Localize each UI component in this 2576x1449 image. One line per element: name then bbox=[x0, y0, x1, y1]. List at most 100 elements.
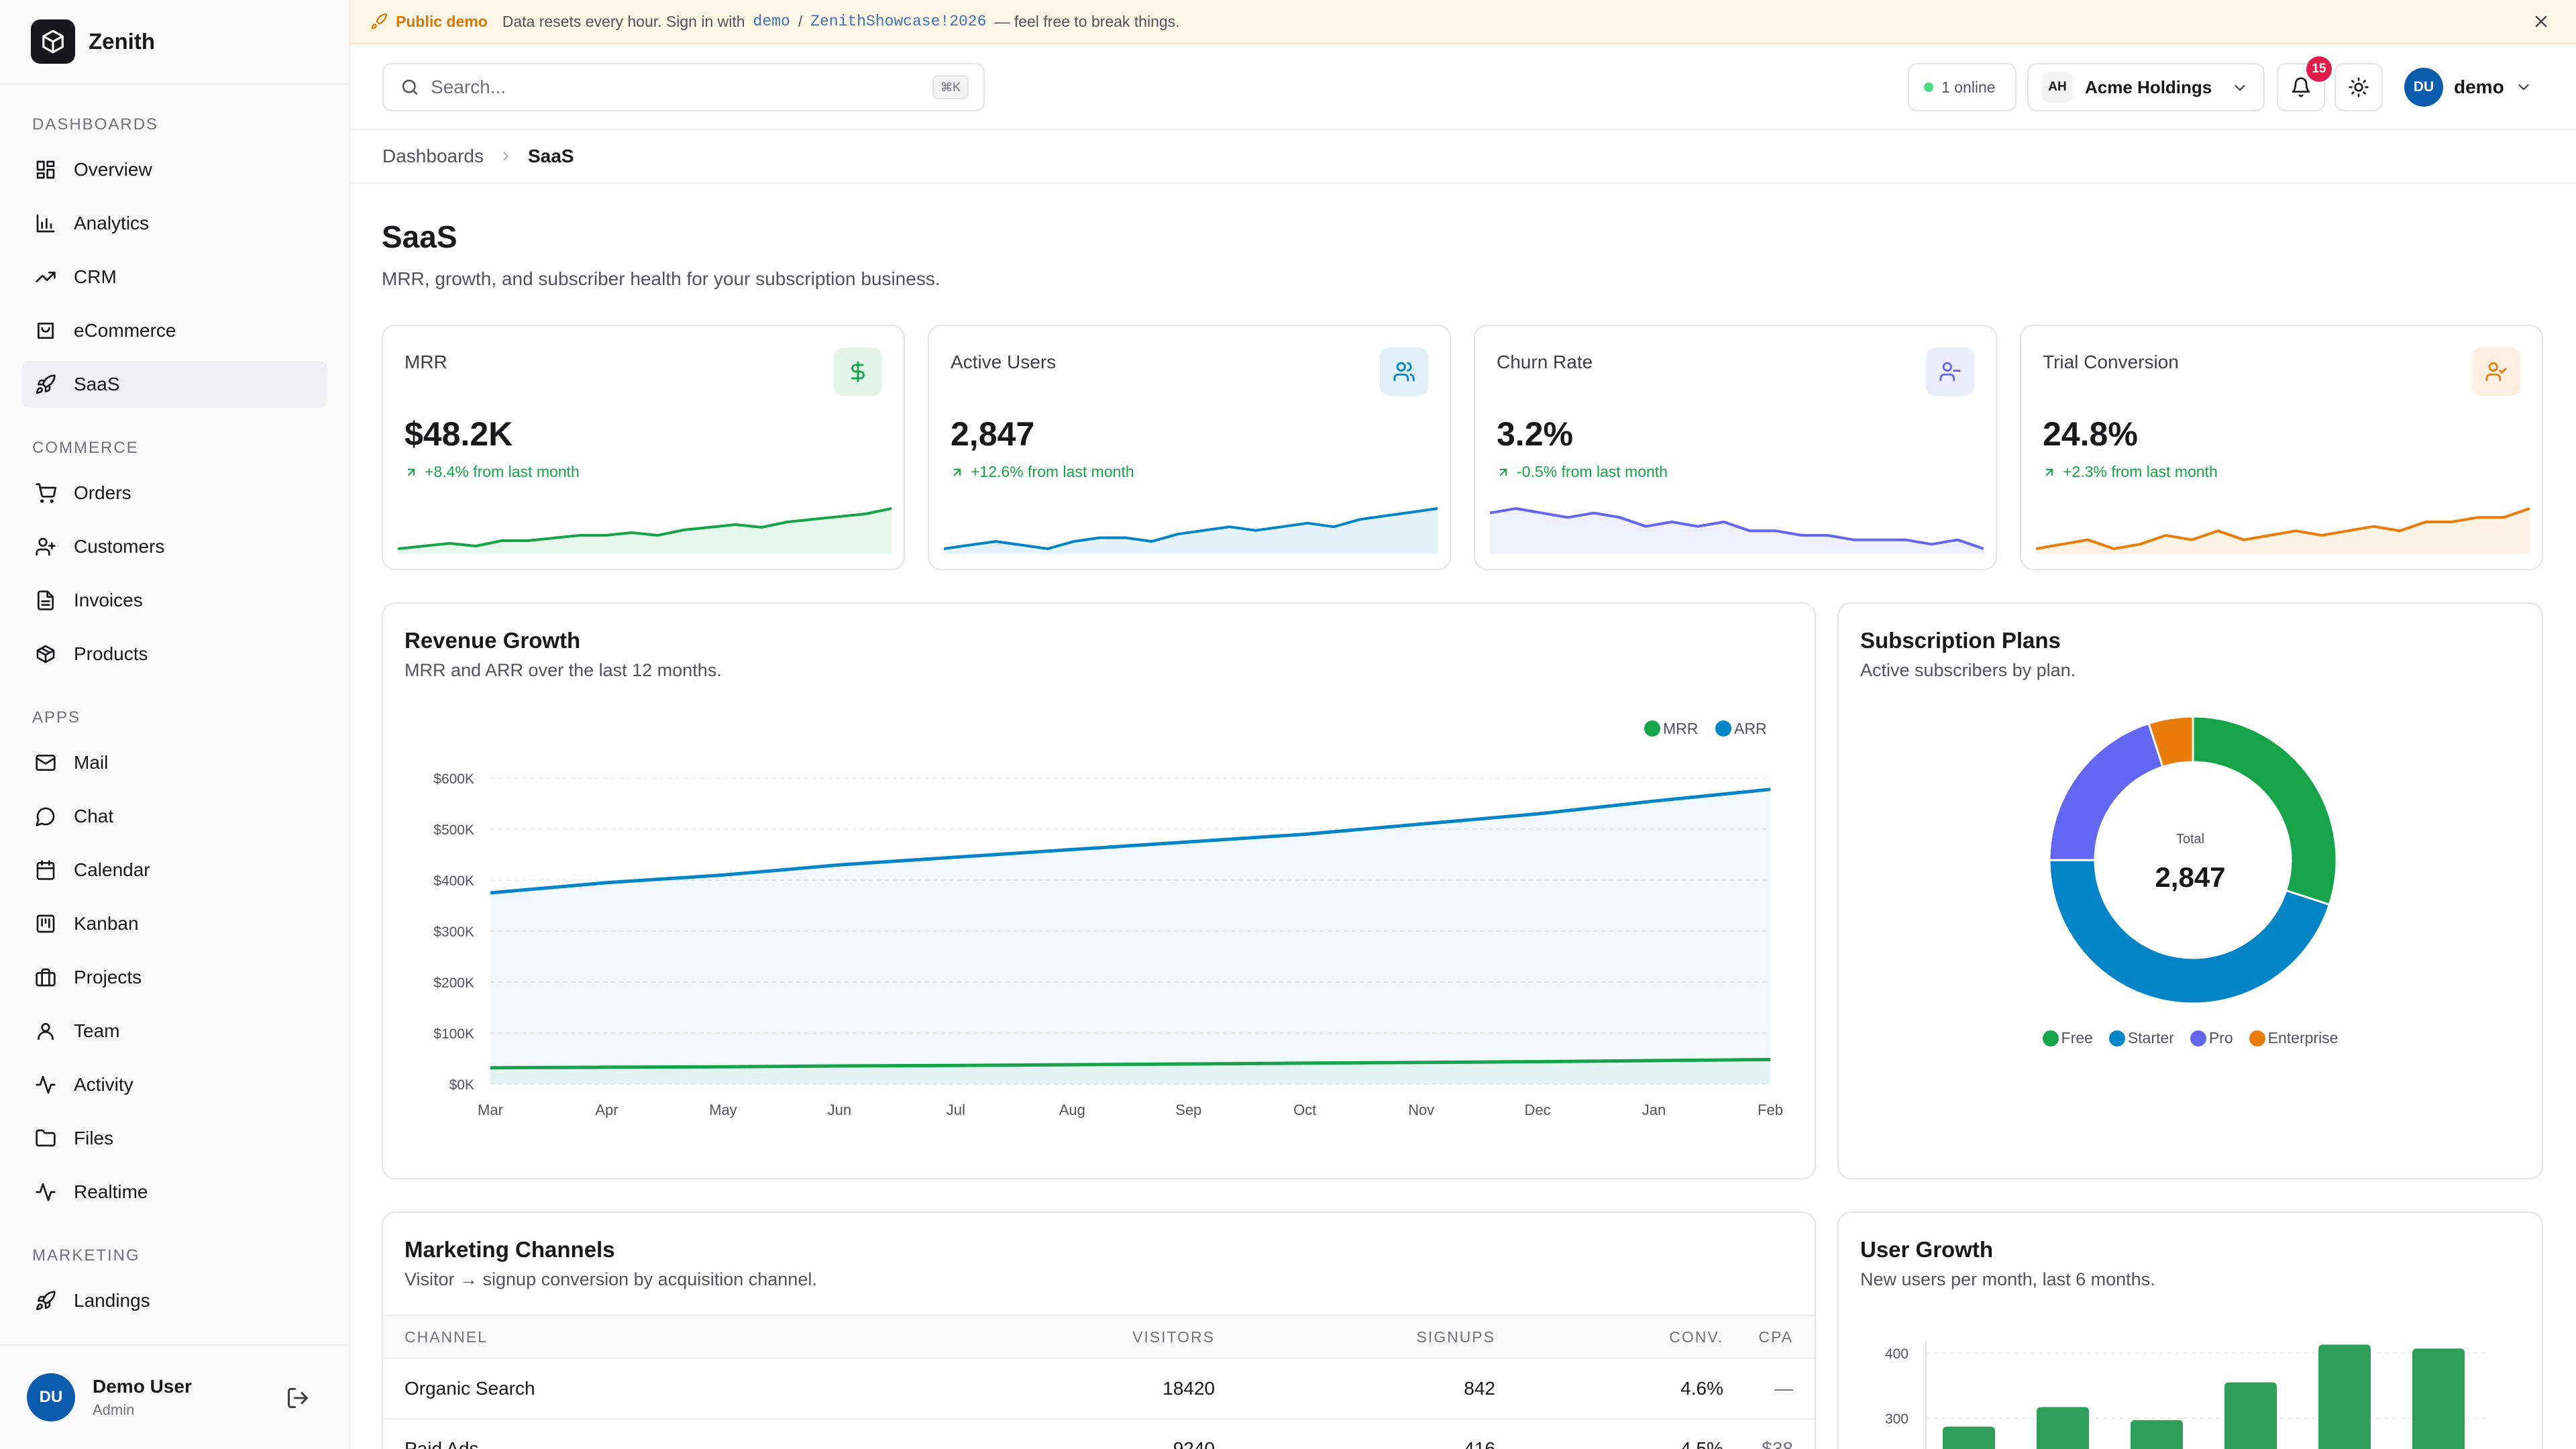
calendar-icon bbox=[34, 858, 58, 882]
close-icon[interactable] bbox=[2532, 12, 2551, 31]
nav-section-title: APPS bbox=[32, 708, 81, 727]
x-tick-label: Nov bbox=[1408, 1102, 1434, 1118]
sparkline bbox=[398, 507, 892, 554]
table-row[interactable]: Organic Search 18420 842 4.6% — bbox=[383, 1358, 1815, 1419]
table-cell: 18420 bbox=[1054, 1358, 1215, 1419]
revenue-growth-card: Revenue Growth MRR and ARR over the last… bbox=[382, 602, 1816, 1179]
x-tick-label: Dec bbox=[1525, 1102, 1551, 1118]
column-header-visitors[interactable]: VISITORS bbox=[1054, 1315, 1215, 1359]
column-header-cpa[interactable]: CPA bbox=[1723, 1315, 1815, 1359]
table-cell: 4.6% bbox=[1495, 1358, 1723, 1419]
sparkline bbox=[944, 507, 1438, 554]
sidebar-item-ecommerce[interactable]: eCommerce bbox=[21, 307, 327, 354]
sidebar-item-mail[interactable]: Mail bbox=[21, 739, 327, 786]
sidebar-item-analytics[interactable]: Analytics bbox=[21, 200, 327, 247]
avatar[interactable]: DU bbox=[27, 1373, 75, 1421]
brand[interactable]: Zenith bbox=[0, 0, 349, 85]
sidebar-item-realtime[interactable]: Realtime bbox=[21, 1169, 327, 1216]
user-menu[interactable]: DU demo bbox=[2404, 67, 2532, 107]
x-tick-label: Aug bbox=[1059, 1102, 1085, 1118]
sidebar-item-crm[interactable]: CRM bbox=[21, 254, 327, 301]
sidebar-item-landings[interactable]: Landings bbox=[21, 1277, 327, 1324]
donut-slice-starter bbox=[2048, 859, 2331, 1005]
sidebar-nav: DASHBOARDS Overview Analytics CRM eCommerce S… bbox=[0, 107, 349, 1324]
stat-title: Active Users bbox=[951, 352, 1057, 372]
x-tick-label: Apr bbox=[595, 1102, 618, 1118]
org-name: Acme Holdings bbox=[2085, 76, 2212, 97]
stat-delta-text: +2.3% from last month bbox=[2063, 463, 2218, 480]
stat-title: Churn Rate bbox=[1497, 352, 1593, 372]
legend-swatch bbox=[2190, 1030, 2206, 1046]
file-text-icon bbox=[34, 588, 58, 612]
sidebar-item-label: Products bbox=[74, 643, 148, 664]
arrow-up-right-icon bbox=[951, 466, 964, 479]
sidebar-item-label: Kanban bbox=[74, 913, 139, 934]
page-title: SaaS bbox=[382, 219, 458, 254]
y-tick-label: $400K bbox=[433, 873, 474, 889]
sidebar-item-kanban[interactable]: Kanban bbox=[21, 900, 327, 947]
theme-toggle[interactable] bbox=[2334, 63, 2383, 111]
sidebar-item-calendar[interactable]: Calendar bbox=[21, 847, 327, 894]
pulse-icon bbox=[34, 1180, 58, 1204]
sun-icon bbox=[2348, 76, 2369, 98]
sidebar-item-products[interactable]: Products bbox=[21, 631, 327, 678]
chevron-down-icon bbox=[2231, 79, 2249, 97]
rocket-icon bbox=[34, 1289, 58, 1313]
sidebar-item-saas[interactable]: SaaS bbox=[21, 361, 327, 408]
growth-bar bbox=[2037, 1407, 2089, 1449]
legend-item-pro: Pro bbox=[2190, 1029, 2233, 1047]
notifications-button[interactable]: 15 bbox=[2277, 56, 2332, 111]
sidebar-item-label: eCommerce bbox=[74, 320, 176, 341]
sidebar-item-activity[interactable]: Activity bbox=[21, 1061, 327, 1108]
x-tick-label: Jan bbox=[1642, 1102, 1666, 1118]
column-header-conv[interactable]: CONV. bbox=[1495, 1315, 1723, 1359]
legend-swatch bbox=[1644, 720, 1660, 737]
cart-icon bbox=[34, 481, 58, 505]
donut-center-label: Total bbox=[2176, 832, 2205, 847]
sidebar-item-projects[interactable]: Projects bbox=[21, 954, 327, 1001]
sidebar-item-overview[interactable]: Overview bbox=[21, 146, 327, 193]
grid-icon bbox=[34, 158, 58, 182]
user-growth-title: User Growth bbox=[1860, 1237, 1994, 1262]
sidebar-item-team[interactable]: Team bbox=[21, 1008, 327, 1055]
sidebar-item-invoices[interactable]: Invoices bbox=[21, 577, 327, 624]
rocket-icon bbox=[34, 372, 58, 396]
plans-title: Subscription Plans bbox=[1860, 628, 2061, 653]
banner-text-after: — feel free to break things. bbox=[994, 12, 1180, 30]
stat-delta: +2.3% from last month bbox=[2043, 463, 2218, 481]
mail-icon bbox=[34, 751, 58, 775]
logout-icon[interactable] bbox=[286, 1386, 310, 1410]
column-header-channel[interactable]: CHANNEL bbox=[383, 1315, 1054, 1359]
column-header-signups[interactable]: SIGNUPS bbox=[1215, 1315, 1495, 1359]
sparkline-line bbox=[2036, 507, 2530, 550]
org-switcher[interactable]: AH Acme Holdings bbox=[2027, 63, 2265, 111]
x-tick-label: Sep bbox=[1175, 1102, 1201, 1118]
search-input[interactable]: Search... ⌘K bbox=[382, 63, 985, 111]
activity-icon bbox=[34, 1073, 58, 1097]
table-row[interactable]: Paid Ads 9240 416 4.5% $38 bbox=[383, 1419, 1815, 1449]
y-tick-label: 300 bbox=[1885, 1411, 1909, 1427]
sidebar-item-orders[interactable]: Orders bbox=[21, 470, 327, 517]
sidebar-item-files[interactable]: Files bbox=[21, 1115, 327, 1162]
donut-slice-free bbox=[2192, 715, 2338, 906]
sidebar-item-label: Orders bbox=[74, 482, 131, 503]
stat-value: 2,847 bbox=[951, 415, 1035, 453]
search-icon bbox=[400, 77, 420, 97]
subscription-plans-card: Subscription Plans Active subscribers by… bbox=[1837, 602, 2543, 1179]
legend-swatch bbox=[2042, 1030, 2059, 1046]
sidebar-item-label: Invoices bbox=[74, 590, 143, 610]
org-avatar: AH bbox=[2042, 72, 2073, 103]
legend-label: MRR bbox=[1663, 720, 1698, 737]
sidebar-item-chat[interactable]: Chat bbox=[21, 793, 327, 840]
user-growth-card: User Growth New users per month, last 6 … bbox=[1837, 1212, 2543, 1449]
channels-table: CHANNEL VISITORS SIGNUPS CONV. CPA Organ… bbox=[383, 1315, 1815, 1449]
x-tick-label: Mar bbox=[478, 1102, 503, 1118]
breadcrumb: Dashboards SaaS bbox=[350, 130, 2576, 184]
breadcrumb-parent[interactable]: Dashboards bbox=[382, 146, 484, 166]
growth-bar bbox=[2412, 1348, 2465, 1449]
legend-item-free: Free bbox=[2042, 1029, 2093, 1047]
sidebar-item-customers[interactable]: Customers bbox=[21, 523, 327, 570]
sidebar-item-label: Calendar bbox=[74, 859, 150, 880]
donut-center-value: 2,847 bbox=[2155, 861, 2226, 893]
chevron-down-icon bbox=[2515, 78, 2532, 96]
